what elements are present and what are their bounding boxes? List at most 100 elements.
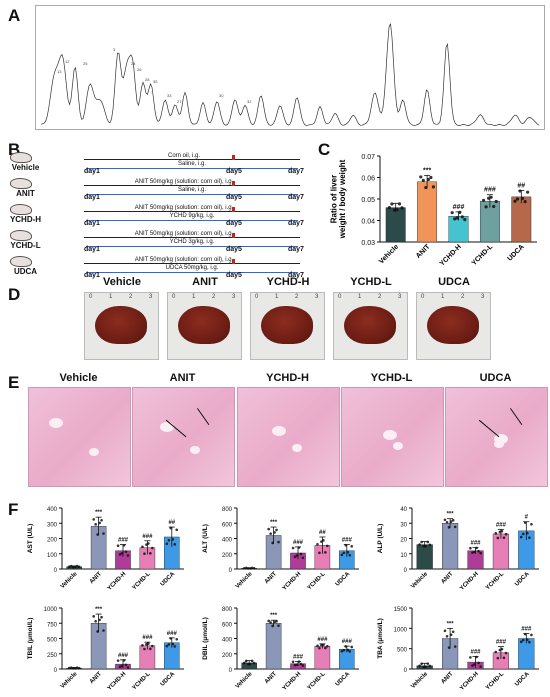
group-label: Vehicle [11, 163, 40, 172]
data-point [500, 529, 504, 533]
data-point [515, 197, 520, 201]
histology-image [341, 387, 444, 487]
data-point [418, 664, 421, 668]
vessel [393, 442, 403, 450]
data-point [523, 521, 527, 524]
data-point [92, 615, 95, 618]
significance-label: ### [484, 187, 496, 194]
dose-marker [232, 155, 235, 160]
data-point [421, 178, 425, 183]
arrow-icon [509, 408, 523, 426]
protocol-row: Vehicle Corn oil, i.g. Saline, i.g. day1 day… [0, 150, 315, 176]
timeline-blue [86, 220, 298, 221]
data-point [293, 555, 297, 559]
data-point [519, 640, 523, 644]
ruler-tick: 0 [89, 294, 93, 300]
timeline-black [84, 263, 300, 264]
data-point [250, 566, 254, 570]
bar-anit [265, 623, 282, 670]
y-tick-label: 0 [229, 668, 233, 674]
data-point [96, 630, 99, 633]
category-label: ANIT [264, 571, 278, 585]
peak-label: 35 [153, 79, 158, 84]
significance-label: ### [317, 637, 328, 643]
day7-label: day7 [288, 194, 304, 201]
bar-vehicle [416, 544, 433, 570]
vessel [292, 444, 302, 452]
data-point [297, 660, 301, 663]
data-point [275, 619, 278, 623]
y-tick-label: 20 [400, 538, 407, 544]
protocol-row: YCHD-H ANIT 50mg/kg (solution: corn oil),… [0, 202, 315, 228]
data-point [447, 646, 451, 649]
data-point [75, 564, 79, 568]
data-point [492, 204, 496, 209]
day7-label: day7 [288, 220, 304, 227]
data-point [526, 638, 529, 641]
data-point [500, 647, 504, 651]
bar-ychd-l [314, 645, 331, 670]
y-tick-label: 0 [54, 668, 58, 674]
significance-label: ### [521, 627, 532, 633]
data-point [475, 655, 478, 659]
y-tick-label: 1500 [394, 607, 408, 613]
data-point [242, 566, 246, 570]
data-point [528, 640, 531, 644]
data-point [248, 567, 252, 570]
liver-photo: 0 1 2 3 [167, 292, 242, 360]
data-point [428, 543, 432, 547]
data-point [451, 518, 455, 522]
ruler-tick: 0 [421, 294, 425, 300]
data-point [244, 566, 248, 570]
y-tick-label: 400 [222, 638, 233, 644]
data-point [291, 546, 295, 550]
category-label: YCHD-L [471, 243, 495, 267]
group-label: ANIT [16, 189, 35, 198]
data-point [449, 633, 453, 637]
chromatogram-trace [40, 23, 540, 126]
significance-label: ## [517, 182, 525, 189]
y-tick-label: 800 [222, 507, 233, 513]
data-point [422, 665, 425, 669]
ruler-tick: 3 [149, 294, 153, 300]
data-point [494, 650, 498, 654]
significance-label: ## [168, 520, 175, 526]
data-point [463, 217, 467, 222]
data-point [326, 644, 329, 648]
bar-ychd-l [492, 533, 509, 570]
data-point [350, 544, 354, 548]
liver-photo: 0 1 2 3 [250, 292, 325, 360]
data-point [69, 564, 73, 568]
category-label: YCHD-H [282, 671, 303, 692]
y-tick-label: 0.03 [361, 240, 375, 247]
data-point [471, 664, 474, 667]
data-point [271, 541, 274, 545]
data-point [460, 215, 464, 219]
y-tick-label: 200 [47, 538, 58, 544]
category-label: YCHD-H [282, 571, 303, 592]
y-tick-label: 750 [47, 622, 58, 628]
data-point [122, 543, 126, 547]
histology-group-label: YCHD-H [266, 372, 309, 384]
data-point [293, 663, 297, 667]
ruler-tick: 3 [315, 294, 319, 300]
group-label: YCHD-L [10, 241, 41, 250]
data-point [498, 530, 502, 534]
day7-label: day7 [288, 246, 304, 253]
data-point [92, 518, 95, 521]
category-label: ANIT [89, 671, 103, 685]
data-point [252, 661, 256, 665]
data-point [149, 647, 152, 651]
y-tick-label: 300 [47, 522, 58, 528]
data-point [424, 185, 428, 190]
category-label: YCHD-L [485, 571, 506, 592]
data-point [346, 648, 350, 652]
category-label: Vehicle [235, 671, 254, 690]
data-point [418, 543, 421, 546]
data-point [316, 542, 319, 546]
ruler-tick: 1 [109, 294, 113, 300]
y-tick-label: 0.07 [361, 154, 375, 161]
category-label: ANIT [264, 671, 278, 685]
timeline-blue [86, 272, 298, 273]
data-point [350, 645, 354, 649]
